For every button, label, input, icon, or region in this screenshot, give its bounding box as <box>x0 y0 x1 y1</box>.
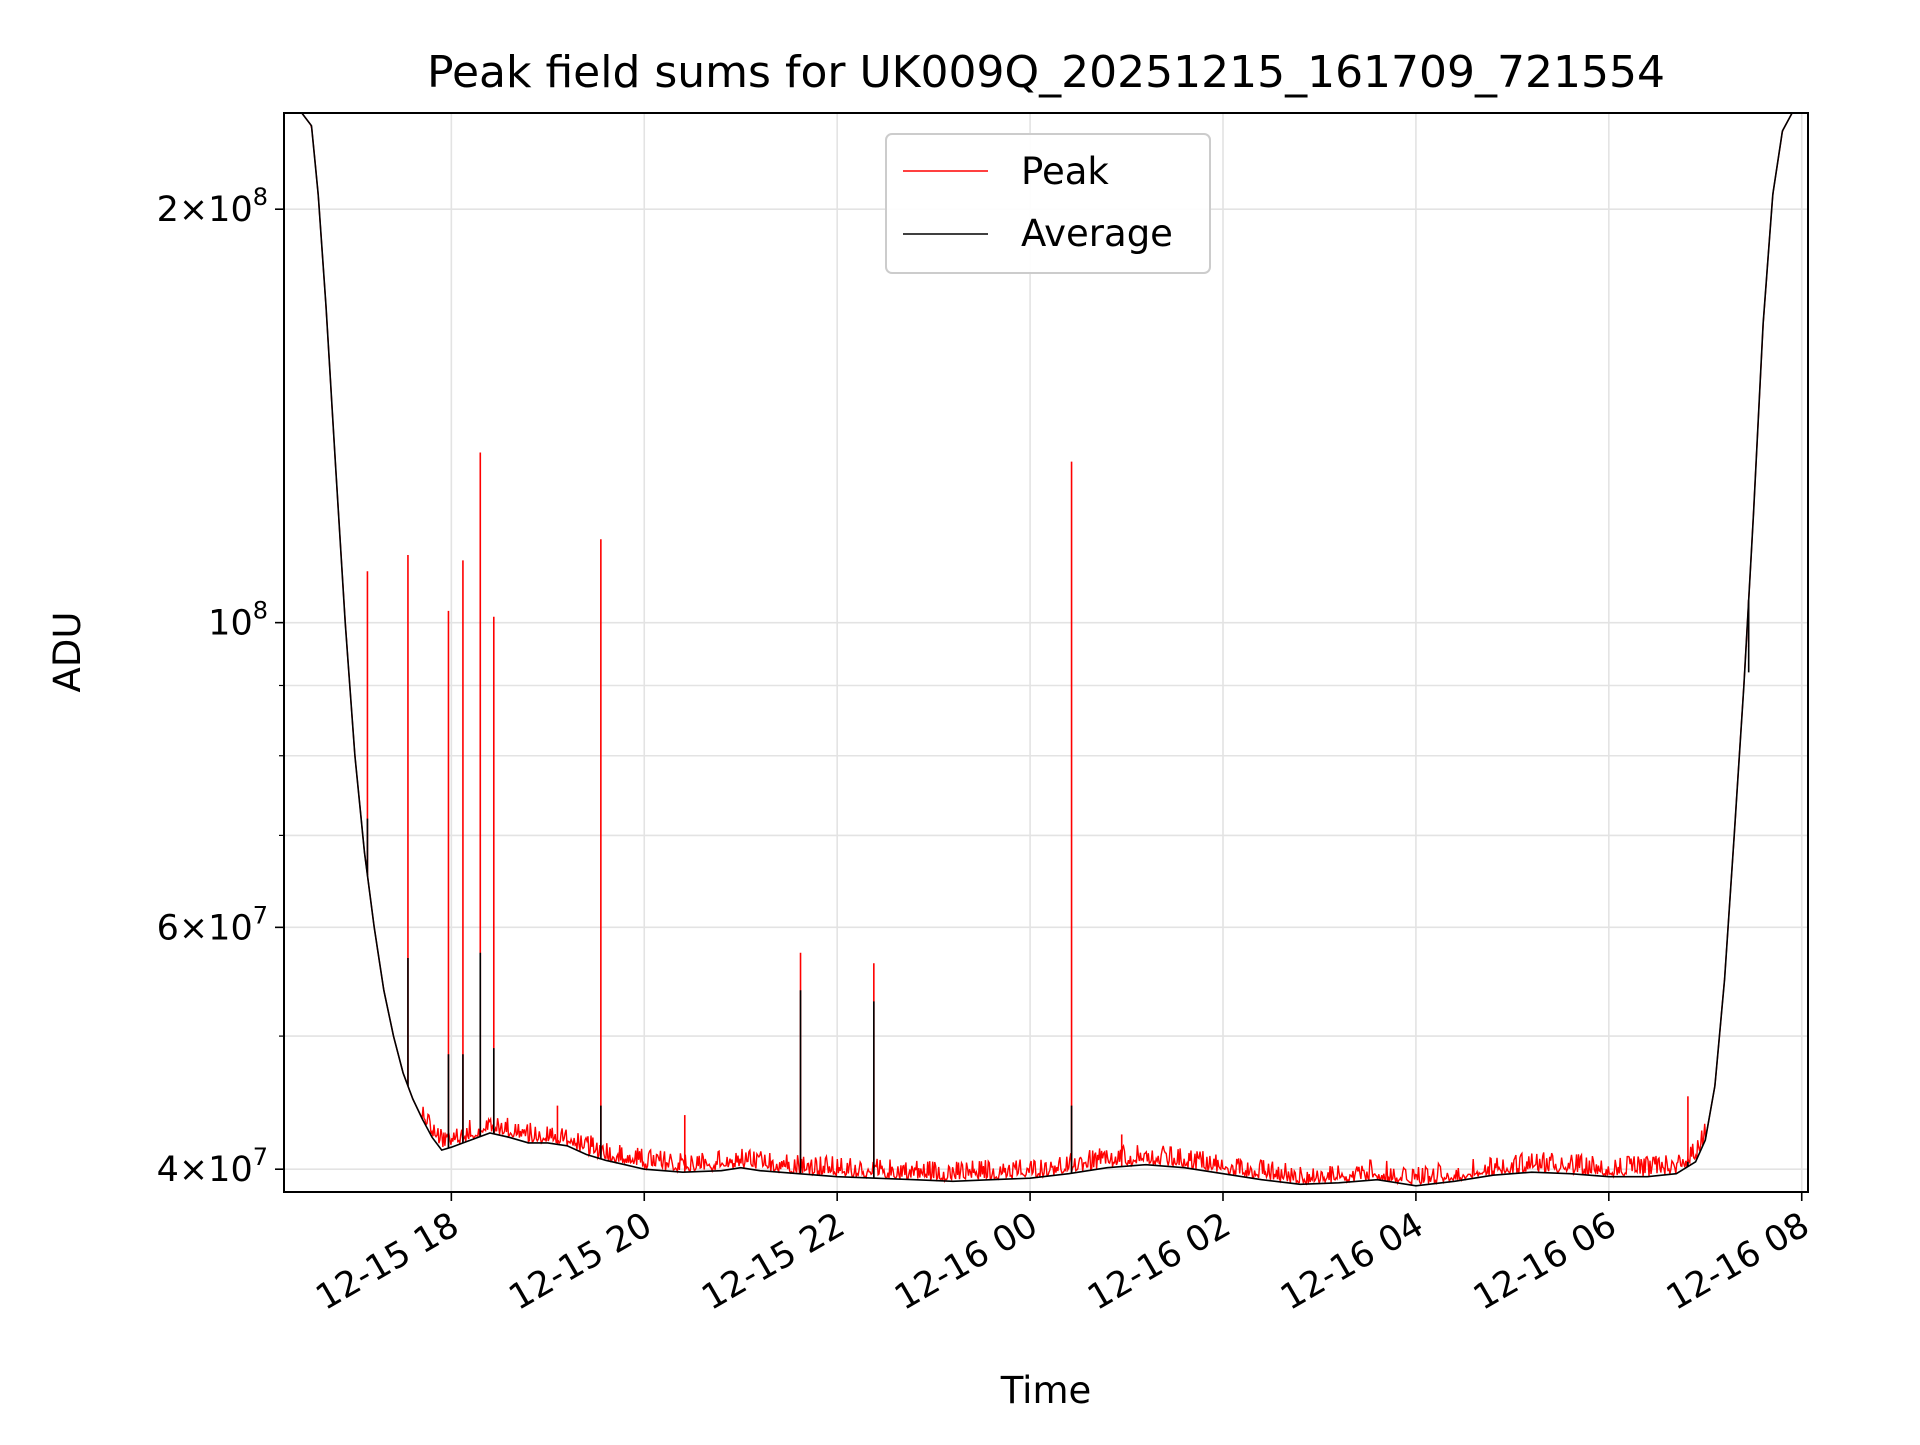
legend-peak-label: Peak <box>1021 150 1109 193</box>
series-layer <box>301 112 1793 1187</box>
y-tick-label: 4×107 <box>157 1143 268 1190</box>
y-tick-label: 108 <box>208 597 268 644</box>
y-axis-label: ADU <box>46 612 89 693</box>
x-axis-label: Time <box>1000 1369 1092 1412</box>
legend-average-label: Average <box>1021 212 1173 255</box>
y-tick-label: 2×108 <box>157 183 268 230</box>
grid-layer <box>284 113 1808 1192</box>
legend-box <box>885 133 1211 274</box>
chart-title: Peak field sums for UK009Q_20251215_1617… <box>427 47 1665 98</box>
y-tick-label: 6×107 <box>157 901 268 948</box>
average-series-line <box>301 112 1793 1187</box>
legend: Peak Average <box>885 133 1211 274</box>
plot-frame <box>283 112 1809 1193</box>
